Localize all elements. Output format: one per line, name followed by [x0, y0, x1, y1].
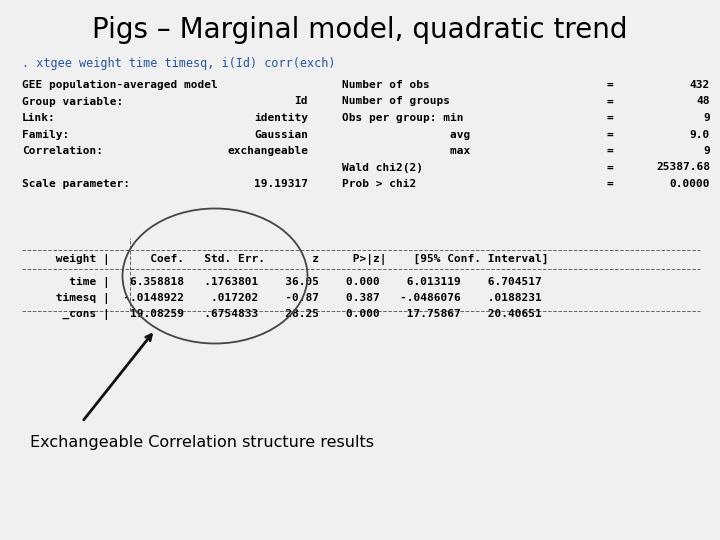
Text: exchangeable: exchangeable	[227, 146, 308, 156]
Text: Prob > chi2: Prob > chi2	[342, 179, 416, 189]
Text: Family:: Family:	[22, 130, 69, 139]
Text: Link:: Link:	[22, 113, 55, 123]
Text: 432: 432	[690, 80, 710, 90]
Text: timesq |  -.0148922    .017202    -0.87    0.387   -.0486076    .0188231: timesq | -.0148922 .017202 -0.87 0.387 -…	[22, 293, 541, 304]
Text: time |   6.358818   .1763801    36.05    0.000    6.013119    6.704517: time | 6.358818 .1763801 36.05 0.000 6.0…	[22, 276, 541, 287]
Text: 0.0000: 0.0000	[670, 179, 710, 189]
Text: avg: avg	[342, 130, 470, 139]
Text: Number of groups: Number of groups	[342, 97, 450, 106]
Text: =: =	[607, 130, 613, 139]
Text: Obs per group: min: Obs per group: min	[342, 113, 464, 123]
Text: . xtgee weight time timesq, i(Id) corr(exch): . xtgee weight time timesq, i(Id) corr(e…	[22, 57, 336, 71]
Text: =: =	[607, 146, 613, 156]
Text: Exchangeable Correlation structure results: Exchangeable Correlation structure resul…	[30, 435, 374, 449]
Text: =: =	[607, 97, 613, 106]
Text: Gaussian: Gaussian	[254, 130, 308, 139]
Text: 9: 9	[703, 113, 710, 123]
Text: weight |      Coef.   Std. Err.       z     P>|z|    [95% Conf. Interval]: weight | Coef. Std. Err. z P>|z| [95% Co…	[22, 253, 549, 265]
Text: Number of obs: Number of obs	[342, 80, 430, 90]
Text: GEE population-averaged model: GEE population-averaged model	[22, 80, 217, 90]
Text: Correlation:: Correlation:	[22, 146, 103, 156]
Text: =: =	[607, 113, 613, 123]
Text: =: =	[607, 80, 613, 90]
Text: 48: 48	[696, 97, 710, 106]
Text: Group variable:: Group variable:	[22, 97, 123, 106]
Text: 9.0: 9.0	[690, 130, 710, 139]
Text: Wald chi2(2): Wald chi2(2)	[342, 163, 423, 172]
Text: 19.19317: 19.19317	[254, 179, 308, 189]
Text: Id: Id	[294, 97, 308, 106]
Text: identity: identity	[254, 113, 308, 123]
Text: =: =	[607, 179, 613, 189]
Text: =: =	[607, 163, 613, 172]
Text: 25387.68: 25387.68	[656, 163, 710, 172]
Text: Pigs – Marginal model, quadratic trend: Pigs – Marginal model, quadratic trend	[92, 16, 628, 44]
Text: _cons |   19.08259   .6754833    28.25    0.000    17.75867    20.40651: _cons | 19.08259 .6754833 28.25 0.000 17…	[22, 309, 541, 321]
Text: max: max	[342, 146, 470, 156]
Text: Scale parameter:: Scale parameter:	[22, 179, 130, 189]
Text: 9: 9	[703, 146, 710, 156]
